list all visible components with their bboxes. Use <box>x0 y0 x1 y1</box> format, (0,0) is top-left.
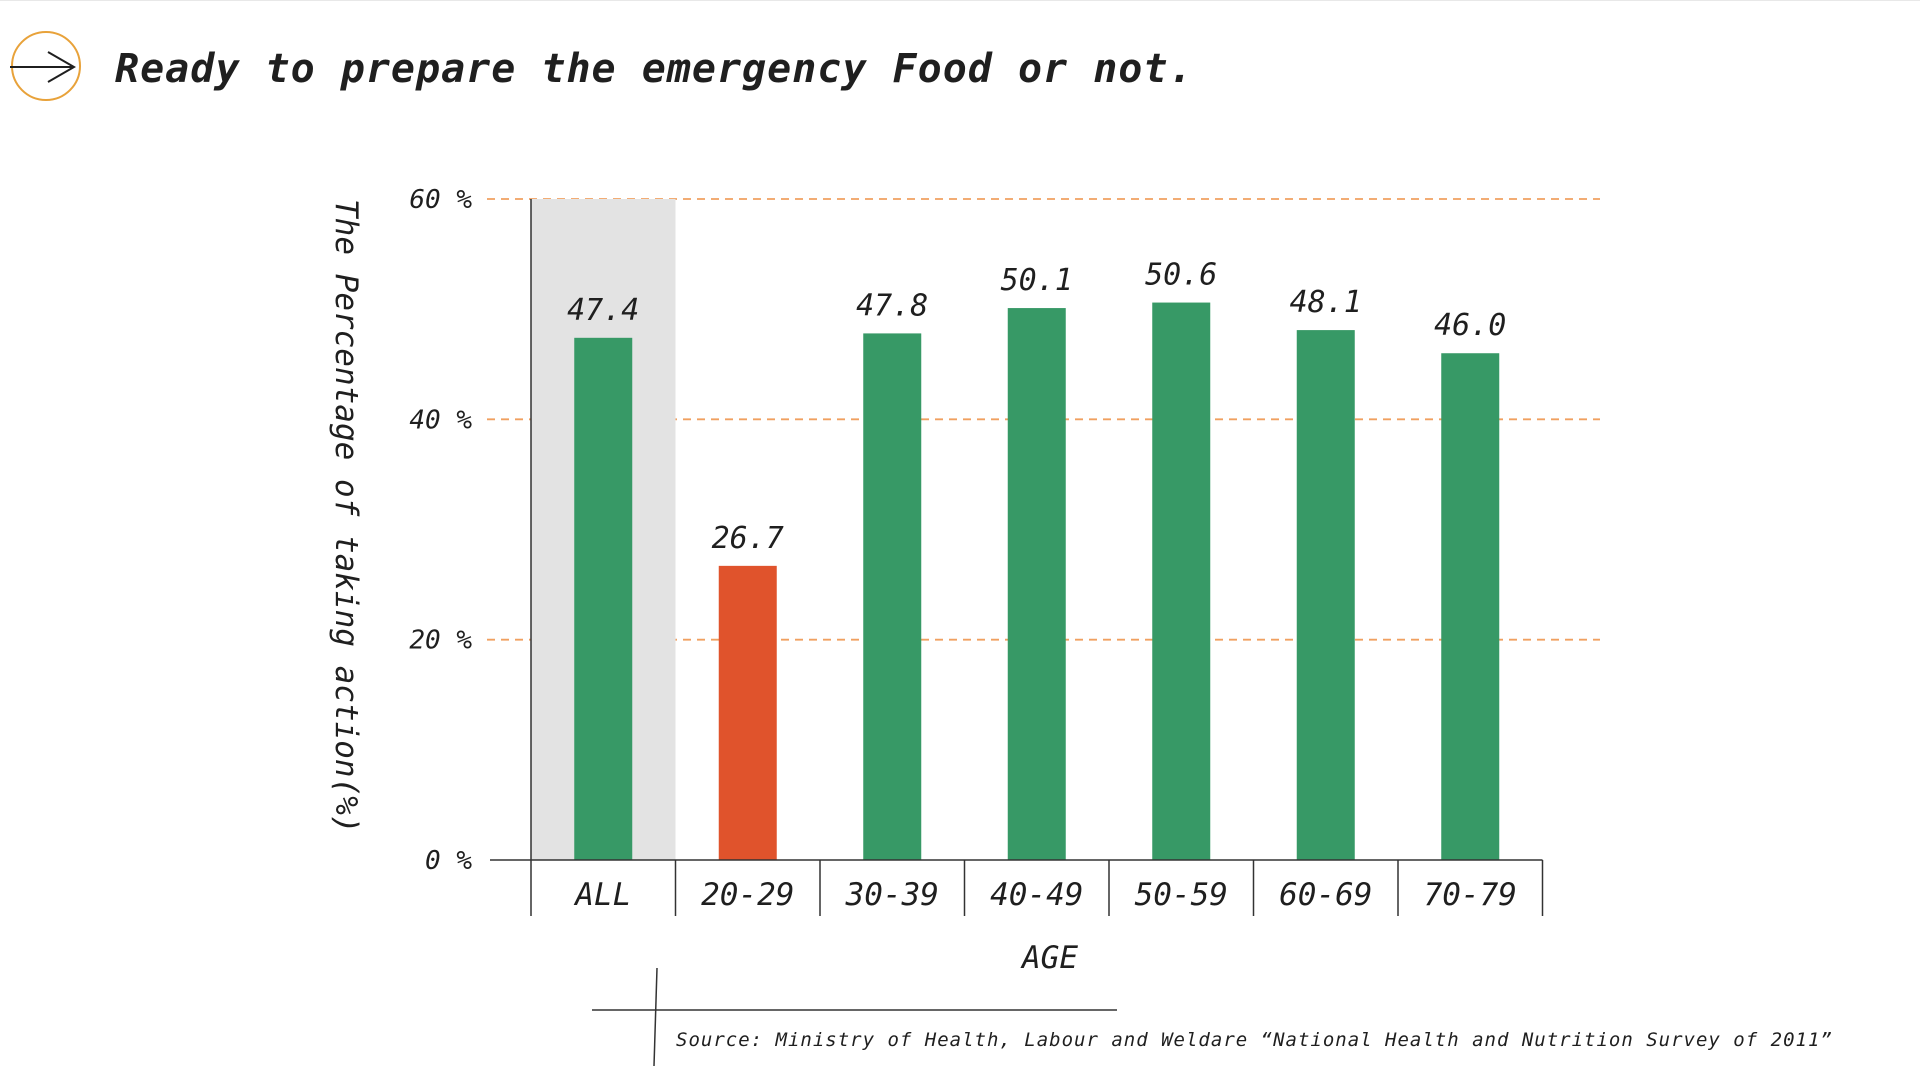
y-tick-label: 60 % <box>409 185 472 215</box>
x-tick-label: 30-39 <box>845 877 939 913</box>
axes <box>490 199 1544 916</box>
bar <box>1152 302 1211 861</box>
x-tick-label: 20-29 <box>701 877 794 913</box>
data-label: 47.8 <box>856 288 928 323</box>
data-label: 50.6 <box>1145 258 1217 293</box>
data-label: 47.4 <box>567 293 639 328</box>
bar <box>574 337 633 860</box>
y-tick-label: 20 % <box>409 626 472 656</box>
labels: 0 % 20 % 40 % 60 % 47.4 ALL 26.7 20-29 47.8 30-39… <box>409 185 1517 913</box>
y-axis-title: The Percentage of taking action(%) <box>328 199 364 834</box>
data-label: 50.1 <box>1001 263 1073 298</box>
y-tick-label: 40 % <box>409 405 472 435</box>
arrow-right-circle-icon <box>10 31 81 101</box>
bar <box>1441 353 1500 860</box>
x-tick-label: 60-69 <box>1279 877 1372 913</box>
x-tick-label: 70-79 <box>1424 877 1517 913</box>
data-label: 26.7 <box>712 521 784 556</box>
page-title: Ready to prepare the emergency Food or n… <box>115 46 1194 92</box>
top-rule <box>0 0 1920 1</box>
x-tick-label: 40-49 <box>990 877 1083 913</box>
x-tick-label: 50-59 <box>1135 877 1228 913</box>
bar <box>718 565 777 860</box>
data-label: 46.0 <box>1434 308 1506 343</box>
data-label: 48.1 <box>1290 285 1362 320</box>
x-tick-label: ALL <box>573 877 631 913</box>
bar <box>863 333 922 860</box>
bar <box>1296 330 1355 860</box>
source-note: Source: Ministry of Health, Labour and W… <box>676 1029 1833 1051</box>
x-axis-title: AGE <box>1020 940 1078 976</box>
source-divider-vertical <box>653 967 658 1066</box>
bar <box>1007 308 1066 860</box>
y-tick-label: 0 % <box>425 846 472 876</box>
bars <box>574 302 1500 861</box>
